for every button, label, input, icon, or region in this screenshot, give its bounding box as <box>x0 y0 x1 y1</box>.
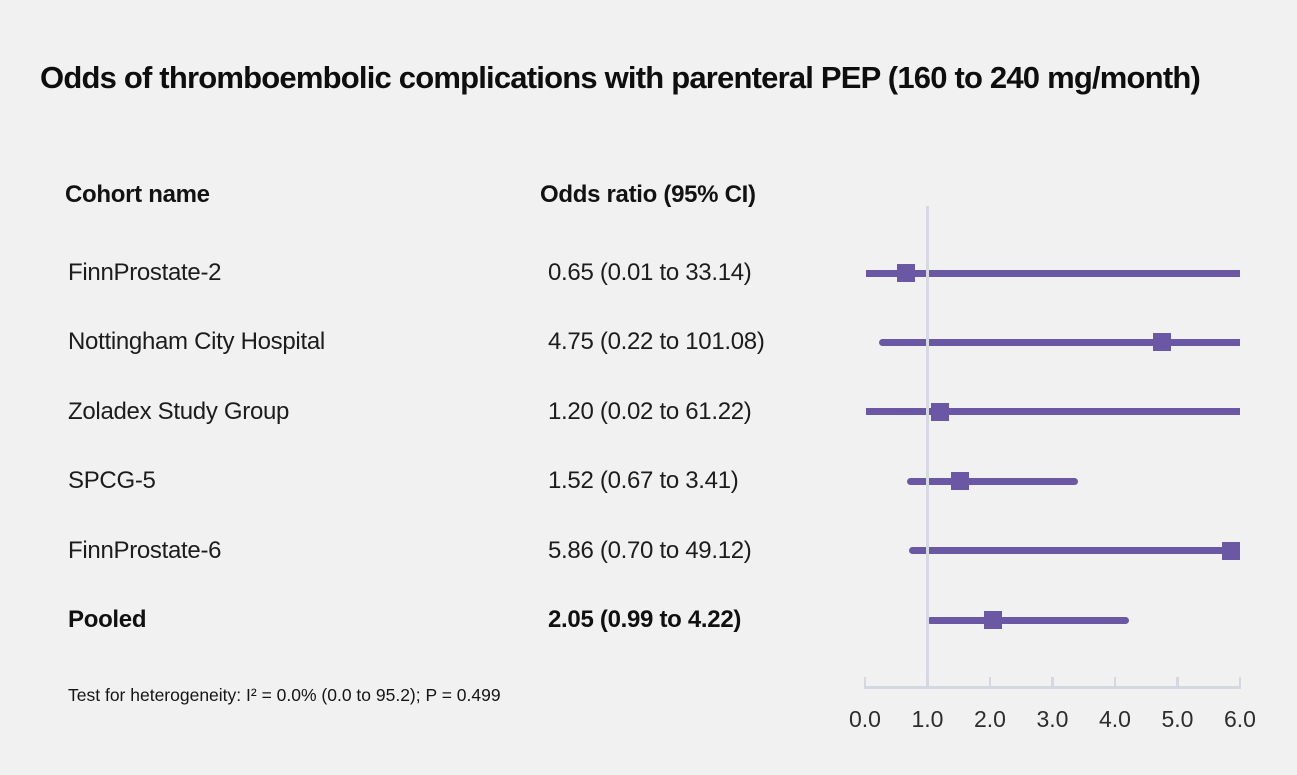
ci-line <box>926 616 1129 624</box>
cohort-name: FinnProstate-6 <box>68 536 222 564</box>
ci-line <box>906 477 1079 485</box>
axis-tick <box>1113 677 1117 686</box>
heterogeneity-footnote: Test for heterogeneity: I² = 0.0% (0.0 t… <box>68 685 501 705</box>
reference-line <box>926 206 929 686</box>
axis-tick <box>1176 677 1179 686</box>
ci-line <box>865 269 1240 277</box>
axis-tick-label: 4.0 <box>1099 706 1131 732</box>
table-row: Nottingham City Hospital 4.75 (0.22 to 1… <box>0 326 840 358</box>
axis-tick-label: 2.0 <box>974 706 1006 732</box>
or-marker <box>931 402 949 421</box>
ci-line <box>866 408 1240 416</box>
axis-tick <box>863 677 867 686</box>
axis-tick <box>1051 677 1054 686</box>
column-header-odds-ratio: Odds ratio (95% CI) <box>540 181 756 208</box>
table-row: FinnProstate-6 5.86 (0.70 to 49.12) <box>0 535 840 567</box>
ci-line <box>908 547 1240 555</box>
axis-tick-label: 0.0 <box>849 706 881 732</box>
odds-ratio-value: 0.65 (0.01 to 33.14) <box>548 259 752 286</box>
odds-ratio-value: 4.75 (0.22 to 101.08) <box>548 328 765 356</box>
axis-tick-label: 3.0 <box>1036 706 1069 732</box>
column-header-cohort-name: Cohort name <box>65 181 210 208</box>
cohort-name: Nottingham City Hospital <box>68 328 325 356</box>
axis-tick <box>988 677 992 686</box>
table-row: FinnProstate-2 0.65 (0.01 to 33.14) <box>0 257 840 289</box>
axis-tick-label: 5.0 <box>1161 706 1194 732</box>
ci-line <box>878 338 1240 346</box>
odds-ratio-value: 1.20 (0.02 to 61.22) <box>548 397 752 425</box>
cohort-name: Zoladex Study Group <box>68 397 290 425</box>
cohort-name: Pooled <box>68 606 147 633</box>
cohort-name: SPCG-5 <box>68 467 156 495</box>
axis-tick <box>926 677 929 686</box>
odds-ratio-value: 1.52 (0.67 to 3.41) <box>548 467 739 495</box>
cohort-name: FinnProstate-2 <box>68 259 222 286</box>
or-marker <box>984 611 1003 629</box>
axis-tick-label: 6.0 <box>1224 706 1256 732</box>
or-marker <box>896 264 915 282</box>
or-marker <box>1152 333 1171 352</box>
x-axis-line <box>863 686 1242 689</box>
axis-tick-label: 1.0 <box>911 706 944 732</box>
table-row: Zoladex Study Group 1.20 (0.02 to 61.22) <box>0 396 840 428</box>
axis-tick <box>1238 677 1242 686</box>
or-marker <box>1222 541 1241 560</box>
odds-ratio-value: 2.05 (0.99 to 4.22) <box>548 606 742 633</box>
odds-ratio-value: 5.86 (0.70 to 49.12) <box>548 536 752 564</box>
or-marker <box>951 472 969 491</box>
table-row: SPCG-5 1.52 (0.67 to 3.41) <box>0 465 840 497</box>
table-row: Pooled 2.05 (0.99 to 4.22) <box>0 604 840 636</box>
chart-title: Odds of thromboembolic complications wit… <box>40 60 1201 95</box>
